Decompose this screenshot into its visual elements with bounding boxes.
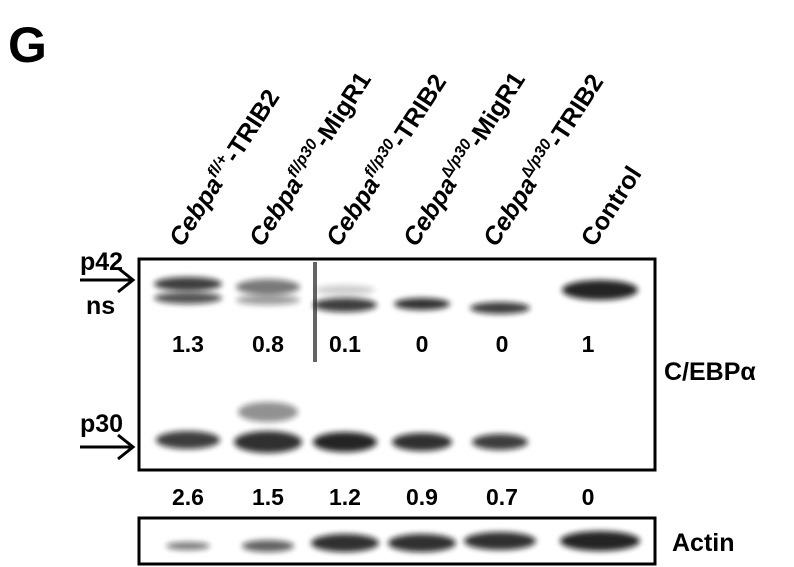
quantification: 0 [496,331,509,357]
blots [154,262,640,552]
quantification: 1.5 [252,484,284,510]
lane-name: Control [576,161,648,251]
antibody-label: Actin [672,529,735,557]
quantification: 0.8 [252,331,284,357]
band [394,298,450,310]
band [388,534,456,552]
band [315,285,375,295]
quantification: 0.1 [329,331,361,357]
figure-panel: G p42 ns p30 C/EBPα Actin Cebpafl/+-TRIB… [0,0,794,567]
band [562,280,638,300]
antibody-label: C/EBPα [664,358,756,386]
gene: Cebpa [398,172,463,251]
artifact [313,262,317,362]
panel-label: G [8,17,47,73]
band [236,279,300,295]
construct: -TRIB2 [218,85,285,168]
band [238,402,298,422]
construct: -MigR1 [462,67,531,152]
construct: -TRIB2 [542,69,609,152]
band [154,292,222,304]
band-label: p30 [80,410,123,438]
band [242,540,294,552]
quantification: 0 [416,331,429,357]
band [392,433,452,451]
band [234,431,302,453]
construct: -TRIB2 [385,69,452,152]
band [154,277,222,291]
band [313,298,377,312]
quantification: 1.3 [172,331,204,357]
quantification: 0.7 [486,484,518,510]
band [236,295,300,305]
band [166,542,210,550]
band [560,531,640,551]
band [472,434,528,450]
band [470,302,530,314]
band [464,532,536,550]
construct: -MigR1 [308,67,377,152]
quantification: 1.2 [329,484,361,510]
gene: Cebpa [478,172,543,251]
quantification: 0.9 [406,484,438,510]
band [156,431,220,449]
band-label: p42 [80,248,123,276]
quantification: 0 [582,484,595,510]
gene: Cebpa [321,172,386,251]
quantification: 1 [582,331,595,357]
lane-label: Control [576,161,648,251]
band-label: ns [86,292,115,320]
band [313,432,377,452]
band [311,534,379,552]
gene: Cebpa [164,172,229,251]
gene: Cebpa [244,172,309,251]
quantification: 2.6 [172,484,204,510]
